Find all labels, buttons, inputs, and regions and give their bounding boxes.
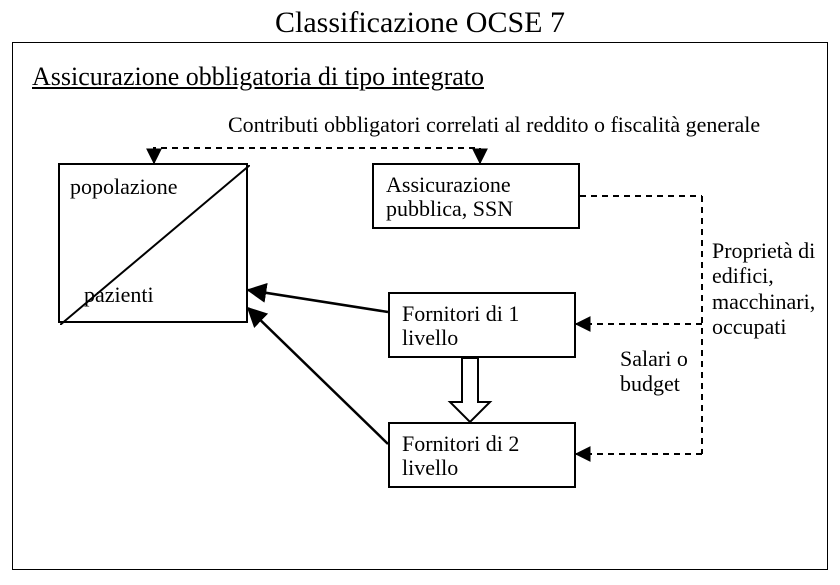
box-popolazione-pazienti: popolazione pazienti: [58, 163, 248, 323]
label-proprieta-l1: Proprietà di: [712, 238, 815, 263]
label-popolazione: popolazione: [70, 175, 178, 199]
label-proprieta-l4: occupati: [712, 314, 787, 339]
subtitle: Assicurazione obbligatoria di tipo integ…: [32, 62, 484, 92]
page-title: Classificazione OCSE 7: [0, 6, 840, 40]
label-ssn-line1: Assicurazione: [386, 172, 511, 197]
label-ssn-line2: pubblica, SSN: [386, 196, 513, 221]
box-fornitori-2: Fornitori di 2 livello: [388, 422, 576, 488]
label-salari-l2: budget: [620, 371, 680, 396]
label-salari: Salari o budget: [620, 346, 688, 397]
label-f2-line2: livello: [402, 455, 458, 480]
label-proprieta-l3: macchinari,: [712, 289, 815, 314]
box-fornitori-1: Fornitori di 1 livello: [388, 292, 576, 358]
label-f1-line2: livello: [402, 325, 458, 350]
diagram-stage: Classificazione OCSE 7 Assicurazione obb…: [0, 0, 840, 585]
label-pazienti: pazienti: [84, 283, 154, 307]
label-salari-l1: Salari o: [620, 346, 688, 371]
label-proprieta: Proprietà di edifici, macchinari, occupa…: [712, 238, 815, 339]
label-f2-line1: Fornitori di 2: [402, 431, 519, 456]
label-f1-line1: Fornitori di 1: [402, 301, 519, 326]
note-contributi: Contributi obbligatori correlati al redd…: [228, 112, 760, 138]
label-proprieta-l2: edifici,: [712, 263, 774, 288]
box-ssn: Assicurazione pubblica, SSN: [372, 163, 580, 229]
